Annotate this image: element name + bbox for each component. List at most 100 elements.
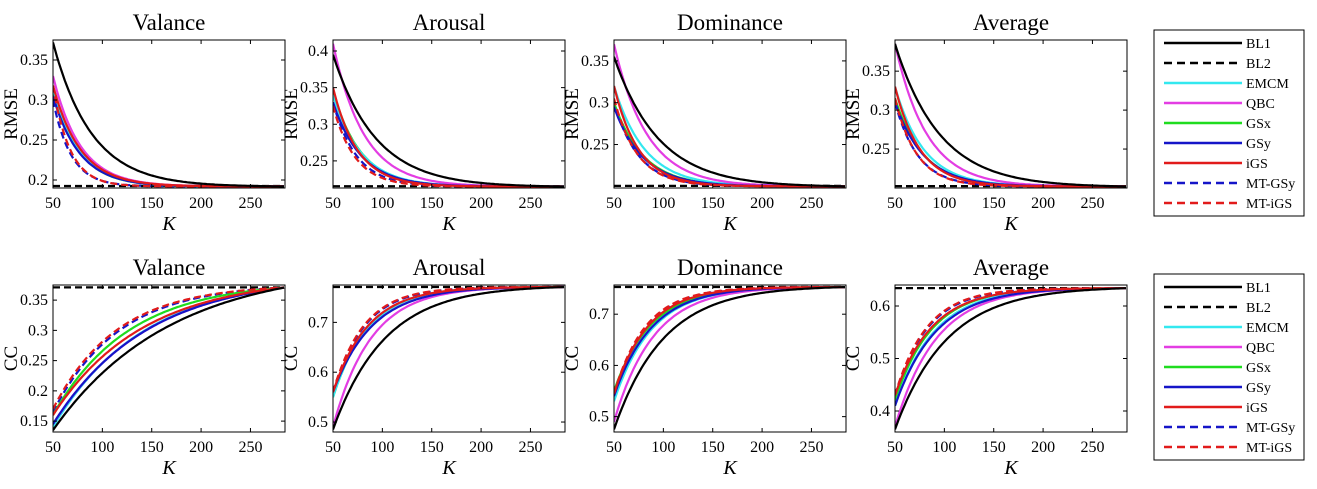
legend-label: EMCM — [1246, 321, 1289, 336]
series-line-qbc — [333, 285, 564, 428]
x-axis-label: K — [161, 213, 177, 235]
x-axis-label: K — [722, 213, 738, 235]
chart-title: Average — [973, 255, 1049, 280]
legend-label: BL2 — [1246, 301, 1271, 316]
x-tick-label: 50 — [887, 439, 903, 456]
legend-label: EMCM — [1246, 77, 1289, 92]
series-line-emcm — [53, 286, 285, 428]
y-tick-label: 0.6 — [870, 298, 890, 315]
axes-box — [894, 39, 1128, 189]
x-axis-label: K — [441, 213, 457, 235]
series-line-mt-igs — [333, 285, 564, 393]
chart-title: Valance — [133, 10, 206, 35]
series-line-mt-gsy — [614, 102, 845, 188]
series-line-qbc — [53, 286, 285, 425]
series-line-emcm — [53, 87, 284, 188]
series-line-qbc — [53, 75, 284, 188]
series-line-bl1 — [333, 54, 564, 188]
y-axis-label: CC — [281, 346, 302, 371]
axes-box — [332, 284, 566, 433]
x-axis-label: K — [161, 457, 177, 479]
x-tick-label: 200 — [189, 195, 213, 212]
y-tick-label: 0.5 — [589, 409, 609, 426]
x-tick-label: 50 — [606, 195, 622, 212]
series-line-gsy — [333, 101, 564, 188]
y-tick-label: 0.5 — [308, 414, 328, 431]
x-tick-label: 100 — [932, 439, 956, 456]
series-line-gsx — [895, 98, 1126, 188]
series-line-gsy — [895, 101, 1126, 188]
x-axis-label: K — [722, 457, 738, 479]
axes-box — [52, 39, 286, 189]
series-line-igs — [53, 85, 284, 188]
y-axis-label: CC — [843, 346, 864, 371]
x-tick-label: 200 — [189, 439, 213, 456]
legend-label: iGS — [1246, 157, 1268, 172]
legend-label: MT-iGS — [1246, 441, 1292, 456]
series-line-gsx — [53, 286, 285, 416]
x-tick-label: 250 — [238, 195, 262, 212]
y-tick-label: 0.3 — [870, 102, 890, 119]
x-tick-label: 150 — [701, 439, 725, 456]
series-line-qbc — [895, 287, 1126, 428]
chart-panel-7: 50 100 150 200 250 0.5 0.6 0.7 Dominance K CC — [562, 255, 847, 479]
series-line-bl1 — [53, 42, 284, 188]
x-tick-label: 200 — [1031, 439, 1055, 456]
chart-title: Valance — [133, 255, 206, 280]
x-tick-label: 50 — [45, 439, 61, 456]
x-tick-label: 100 — [90, 439, 114, 456]
x-tick-label: 150 — [982, 439, 1006, 456]
series-line-bl1 — [614, 56, 845, 188]
chart-panel-2: 50 100 150 200 250 0.25 0.3 0.35 0.4 Arousal K RMSE — [281, 10, 566, 235]
y-tick-label: 0.2 — [28, 172, 48, 189]
legend-label: QBC — [1246, 341, 1275, 356]
axes-box — [332, 39, 566, 189]
x-tick-label: 150 — [140, 195, 164, 212]
chart-title: Dominance — [677, 255, 783, 280]
y-tick-label: 0.3 — [28, 92, 48, 109]
x-tick-label: 200 — [469, 195, 493, 212]
y-tick-label: 0.25 — [581, 137, 609, 154]
series-group — [614, 285, 845, 430]
x-tick-label: 50 — [325, 195, 341, 212]
y-tick-label: 0.25 — [300, 153, 328, 170]
chart-panel-8: 50 100 150 200 250 0.4 0.5 0.6 Average K CC — [843, 255, 1128, 479]
x-tick-label: 250 — [518, 439, 542, 456]
series-line-qbc — [895, 43, 1126, 188]
x-axis-label: K — [1003, 213, 1019, 235]
series-line-gsy — [614, 106, 845, 188]
axes-box — [52, 284, 286, 433]
series-line-igs — [895, 287, 1126, 396]
legend-label: BL2 — [1246, 57, 1271, 72]
y-tick-label: 0.3 — [28, 322, 48, 339]
x-tick-label: 50 — [606, 439, 622, 456]
x-tick-label: 100 — [932, 195, 956, 212]
x-tick-label: 100 — [651, 439, 675, 456]
y-tick-label: 0.7 — [589, 306, 609, 323]
series-line-mt-igs — [333, 105, 564, 188]
series-line-bl1 — [53, 286, 285, 431]
x-tick-label: 100 — [370, 195, 394, 212]
x-tick-label: 250 — [238, 439, 262, 456]
series-line-mt-igs — [895, 287, 1126, 396]
legend-1: BL1 BL2 EMCM QBC GSx GSy iGS MT-GSy MT-iGS — [1153, 29, 1305, 217]
series-line-igs — [53, 286, 285, 416]
chart-title: Average — [973, 10, 1049, 35]
y-axis-label: RMSE — [1, 88, 22, 140]
series-line-bl1 — [895, 287, 1126, 430]
legend-label: GSx — [1246, 117, 1271, 132]
legend-label: iGS — [1246, 401, 1268, 416]
series-line-bl1 — [895, 43, 1126, 188]
x-tick-label: 150 — [140, 439, 164, 456]
legend-label: GSy — [1246, 381, 1271, 396]
chart-panel-6: 50 100 150 200 250 0.5 0.6 0.7 Arousal K CC — [281, 255, 566, 479]
y-tick-label: 0.35 — [862, 63, 890, 80]
y-tick-label: 0.35 — [20, 292, 48, 309]
series-line-mt-gsy — [333, 285, 564, 393]
y-tick-label: 0.3 — [589, 95, 609, 112]
x-tick-label: 200 — [1031, 195, 1055, 212]
y-tick-label: 0.7 — [308, 314, 328, 331]
chart-title: Dominance — [677, 10, 783, 35]
series-line-gsx — [614, 286, 845, 392]
